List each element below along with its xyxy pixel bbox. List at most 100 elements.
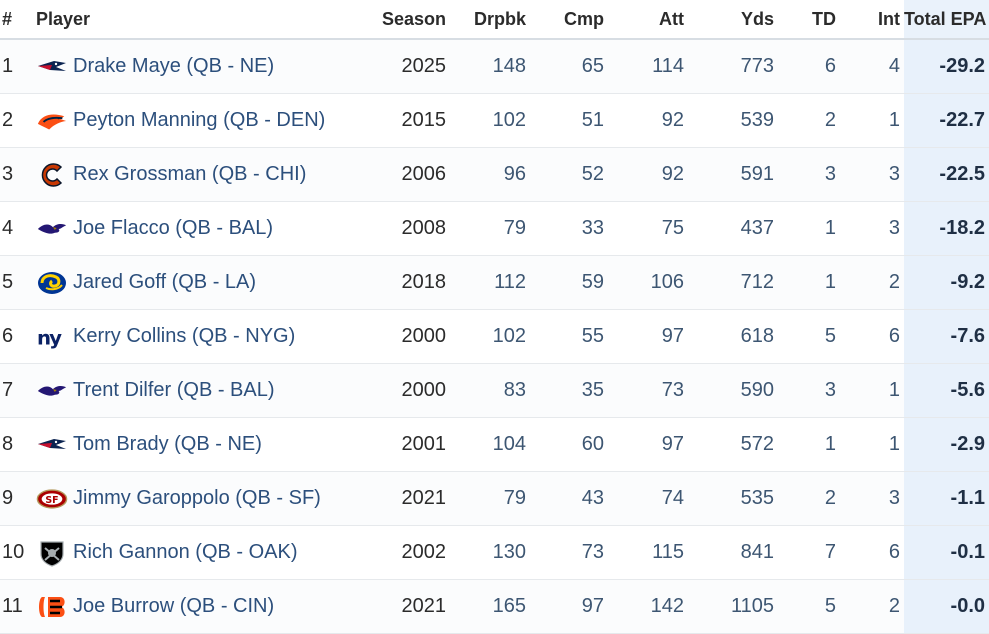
yards-cell: 1105 [688,579,778,634]
yards-cell: 437 [688,201,778,256]
attempts-cell: 73 [608,363,688,418]
yards-cell: 572 [688,417,778,472]
rank-cell: 10 [0,525,24,580]
attempts-cell: 92 [608,147,688,202]
player-cell: SF Jimmy Garoppolo (QB - SF) [24,471,362,526]
touchdowns-cell: 1 [778,255,840,310]
player-link[interactable]: Trent Dilfer (QB - BAL) [73,379,275,401]
patriots-logo [36,54,68,80]
player-cell: Rich Gannon (QB - OAK) [24,525,362,580]
interceptions-cell: 3 [840,201,904,256]
total-epa-cell: -1.1 [904,471,989,526]
header-player[interactable]: Player [24,0,362,40]
header-rank[interactable]: # [0,0,24,40]
player-cell: Drake Maye (QB - NE) [24,39,362,94]
player-link[interactable]: Rex Grossman (QB - CHI) [73,163,307,185]
interceptions-cell: 3 [840,147,904,202]
completions-cell: 43 [530,471,608,526]
table-row: 5 Jared Goff (QB - LA) 2018 112 59 106 712 1 2 -9… [0,255,989,310]
header-touchdowns[interactable]: TD [778,0,840,40]
total-epa-cell: -29.2 [904,39,989,94]
player-cell-content: Peyton Manning (QB - DEN) [24,108,362,134]
header-interceptions[interactable]: Int [840,0,904,40]
giants-logo: ny [36,324,68,350]
completions-cell: 52 [530,147,608,202]
broncos-logo [36,108,68,134]
season-cell: 2018 [362,255,450,310]
season-cell: 2001 [362,417,450,472]
bears-logo [36,162,68,188]
player-cell-content: Tom Brady (QB - NE) [24,432,362,458]
player-cell-content: Joe Burrow (QB - CIN) [24,594,362,620]
attempts-cell: 142 [608,579,688,634]
season-cell: 2021 [362,471,450,526]
yards-cell: 618 [688,309,778,364]
header-season[interactable]: Season [362,0,450,40]
player-cell: Peyton Manning (QB - DEN) [24,93,362,148]
season-cell: 2025 [362,39,450,94]
player-link[interactable]: Peyton Manning (QB - DEN) [73,109,326,131]
player-link[interactable]: Joe Flacco (QB - BAL) [73,217,274,239]
player-cell: ny Kerry Collins (QB - NYG) [24,309,362,364]
player-cell-content: Joe Flacco (QB - BAL) [24,216,362,242]
player-link[interactable]: Joe Burrow (QB - CIN) [73,595,275,617]
yards-cell: 841 [688,525,778,580]
attempts-cell: 75 [608,201,688,256]
player-link[interactable]: Rich Gannon (QB - OAK) [73,541,298,563]
header-total-epa[interactable]: Total EPA▲ [904,0,989,40]
dropbacks-cell: 104 [450,417,530,472]
rank-cell: 5 [0,255,24,310]
player-cell-content: Trent Dilfer (QB - BAL) [24,378,362,404]
table-row: 7 Trent Dilfer (QB - BAL) 2000 83 35 73 590 3 1-… [0,363,989,418]
season-cell: 2000 [362,309,450,364]
dropbacks-cell: 165 [450,579,530,634]
49ers-logo: SF [36,486,68,512]
header-dropbacks[interactable]: Drpbk [450,0,530,40]
attempts-cell: 74 [608,471,688,526]
player-link[interactable]: Tom Brady (QB - NE) [73,433,262,455]
header-attempts[interactable]: Att [608,0,688,40]
table-row: 6 ny Kerry Collins (QB - NYG) 2000 102 55 97 61… [0,309,989,364]
completions-cell: 60 [530,417,608,472]
bengals-logo [36,594,68,620]
season-cell: 2000 [362,363,450,418]
player-link[interactable]: Drake Maye (QB - NE) [73,55,275,77]
touchdowns-cell: 1 [778,417,840,472]
rank-cell: 11 [0,579,24,634]
yards-cell: 539 [688,93,778,148]
completions-cell: 55 [530,309,608,364]
player-link[interactable]: Kerry Collins (QB - NYG) [73,325,296,347]
ravens-logo [36,216,68,242]
dropbacks-cell: 102 [450,93,530,148]
header-yards[interactable]: Yds [688,0,778,40]
player-link[interactable]: Jared Goff (QB - LA) [73,271,257,293]
table-row: 11 Joe Burrow (QB - CIN) 2021 165 97 142 1105 5… [0,579,989,634]
total-epa-cell: -5.6 [904,363,989,418]
dropbacks-cell: 79 [450,201,530,256]
header-completions[interactable]: Cmp [530,0,608,40]
season-cell: 2015 [362,93,450,148]
touchdowns-cell: 1 [778,201,840,256]
header-total-epa-label: Total EPA [904,8,987,29]
attempts-cell: 97 [608,309,688,364]
yards-cell: 773 [688,39,778,94]
raiders-logo [36,540,68,567]
season-cell: 2021 [362,579,450,634]
table-row: 10 Rich Gannon (QB - OAK) 2002 130 73 115 841 7… [0,525,989,580]
interceptions-cell: 1 [840,417,904,472]
player-cell-content: ny Kerry Collins (QB - NYG) [24,324,362,350]
player-link[interactable]: Jimmy Garoppolo (QB - SF) [73,487,321,509]
total-epa-cell: -22.5 [904,147,989,202]
total-epa-cell: -0.0 [904,579,989,634]
yards-cell: 590 [688,363,778,418]
total-epa-cell: -2.9 [904,417,989,472]
table-row: 1 Drake Maye (QB - NE) 2025 148 65 114 773 6 4 -2… [0,39,989,94]
dropbacks-cell: 79 [450,471,530,526]
touchdowns-cell: 5 [778,579,840,634]
table-row: 8 Tom Brady (QB - NE) 2001 104 60 97 572 1 1 -2.9 [0,417,989,472]
touchdowns-cell: 6 [778,39,840,94]
player-cell-content: Drake Maye (QB - NE) [24,54,362,80]
player-cell: Joe Burrow (QB - CIN) [24,579,362,634]
total-epa-cell: -9.2 [904,255,989,310]
